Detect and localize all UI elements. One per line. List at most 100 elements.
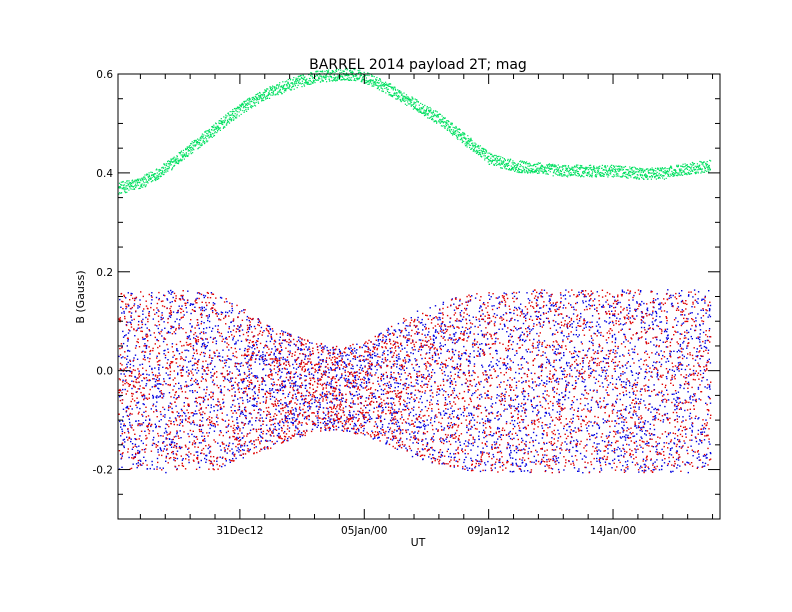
data-point [305,375,308,377]
data-point [686,167,688,169]
data-point [596,171,598,173]
data-point [383,418,386,420]
data-point [152,174,154,176]
data-point [702,164,704,166]
data-point [681,171,683,173]
data-point [449,131,452,133]
data-point [300,74,302,77]
data-point [155,169,157,171]
data-point [520,364,523,366]
data-point [415,108,417,110]
data-point [426,106,428,108]
data-point [425,424,427,427]
data-point [224,119,226,121]
data-point [648,169,650,171]
data-point [535,166,537,168]
data-point [518,171,520,173]
data-point [592,169,594,171]
data-point [645,174,647,176]
data-point [129,184,131,186]
data-point [513,377,516,379]
data-point [440,312,442,314]
data-point [260,424,262,427]
data-point [450,122,452,124]
data-point [483,155,485,157]
data-point [545,170,547,172]
data-point [484,370,486,372]
data-point [398,441,400,444]
data-point [662,174,664,177]
data-point [531,170,533,172]
data-point [322,422,324,424]
data-point [273,86,275,88]
data-point [274,87,276,89]
data-point [232,116,234,118]
data-point [627,177,629,179]
data-point [183,411,185,414]
data-point [441,451,444,454]
data-point [312,81,314,83]
data-point [171,161,173,163]
data-point [200,138,202,140]
data-point [176,155,178,157]
data-point [236,418,238,421]
data-point [217,129,219,132]
data-point [454,127,456,129]
data-point [257,321,260,324]
data-point [679,350,681,353]
data-point [497,297,499,299]
data-point [426,399,428,402]
data-point [405,97,407,99]
data-point [676,415,678,417]
data-point [576,169,578,171]
data-point [265,374,267,377]
data-point [650,411,652,413]
data-point [167,163,170,165]
data-point [244,103,247,105]
data-point [148,374,150,376]
data-point [247,366,249,368]
data-point [691,431,693,433]
data-point [440,327,442,329]
data-point [222,402,224,404]
data-point [622,465,624,467]
data-point [561,175,563,177]
data-point [583,170,585,172]
data-point [684,409,686,412]
data-point [556,167,558,169]
data-point [255,99,257,101]
data-point [140,460,142,462]
data-point [210,133,212,135]
data-point [626,176,628,178]
data-point [577,322,579,324]
data-point [451,341,454,344]
data-point [168,167,170,169]
data-point [448,129,450,131]
data-point [327,70,329,72]
data-point [295,79,297,81]
data-point [638,171,640,173]
data-point [680,301,683,303]
data-point [288,372,290,374]
data-point [538,366,540,368]
data-point [431,410,433,412]
data-point [622,436,624,438]
data-point [548,320,550,322]
data-point [185,152,187,154]
data-point [408,99,410,101]
data-point [244,100,246,102]
data-point [615,402,617,404]
data-point [522,439,524,442]
data-point [539,170,541,172]
data-point [707,395,710,398]
data-point [155,179,157,182]
data-point [640,326,643,329]
data-point [377,338,380,341]
data-point [305,346,307,348]
data-point [246,399,249,401]
data-point [500,167,502,169]
data-point [191,141,193,143]
data-point [633,435,636,437]
data-point [510,405,513,407]
